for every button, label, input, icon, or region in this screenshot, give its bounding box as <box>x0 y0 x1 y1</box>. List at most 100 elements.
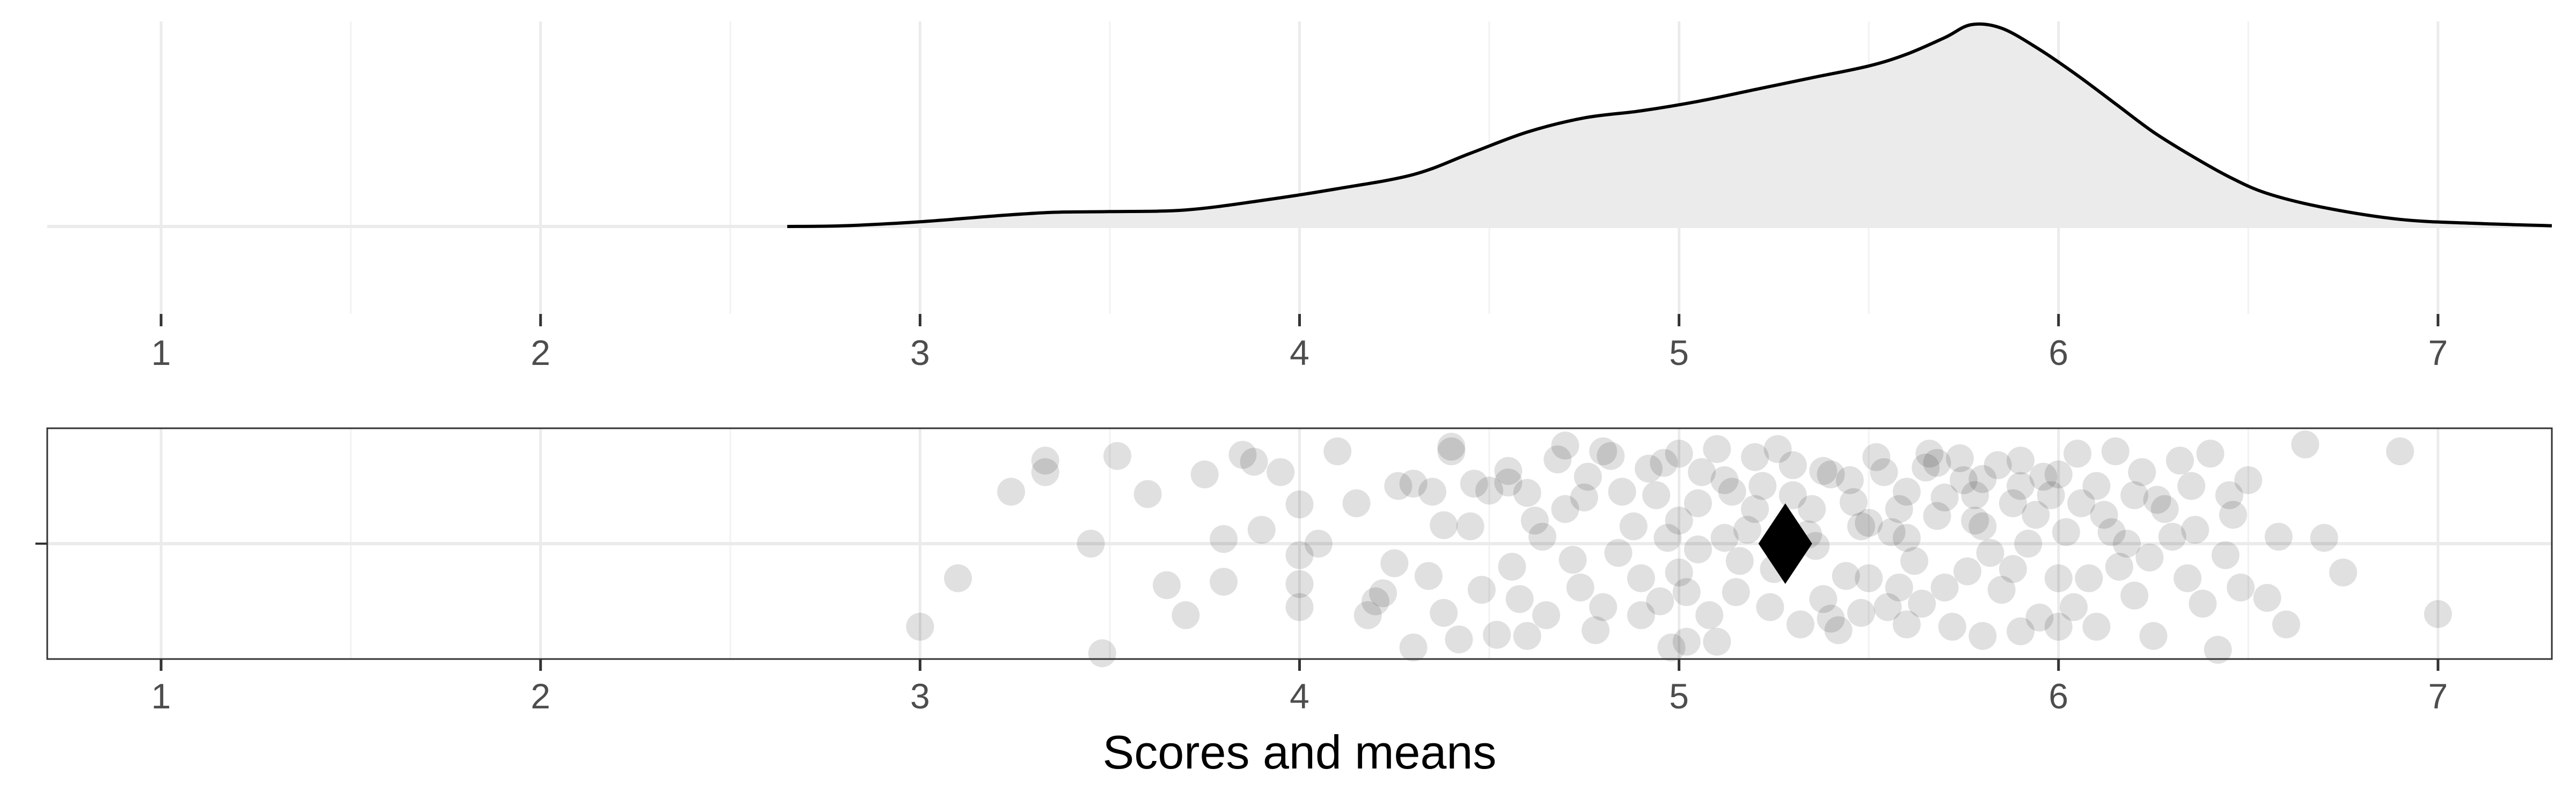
data-point <box>1908 589 1936 618</box>
density-area <box>787 24 2552 226</box>
data-point <box>1380 549 1409 577</box>
data-point <box>906 612 934 641</box>
data-point <box>1756 593 1784 621</box>
data-point <box>1505 585 1534 613</box>
data-point <box>1923 502 1951 530</box>
data-point <box>1710 466 1739 494</box>
data-point <box>2063 440 2092 468</box>
data-point <box>1228 441 1257 469</box>
data-point <box>1817 460 1845 488</box>
data-point <box>2181 516 2209 544</box>
data-point <box>1665 558 1693 587</box>
data-point <box>1551 431 1579 460</box>
data-point <box>1532 601 1561 630</box>
data-point <box>2025 603 2054 632</box>
data-point <box>1437 437 1466 465</box>
data-point <box>1695 601 1724 630</box>
data-point <box>1650 449 1678 477</box>
data-point <box>1999 489 2027 517</box>
data-point <box>1953 557 1982 586</box>
data-point <box>1665 507 1693 535</box>
data-point <box>1653 524 1682 552</box>
data-point <box>2227 573 2255 602</box>
data-point <box>1847 512 1876 540</box>
data-point <box>1031 458 1059 486</box>
data-point <box>2128 458 2156 486</box>
data-point <box>1892 610 1921 639</box>
data-point <box>1475 477 1504 505</box>
data-point <box>2097 518 2126 546</box>
data-point <box>2139 622 2168 650</box>
data-point <box>1589 593 1618 621</box>
data-point <box>2007 617 2035 646</box>
data-point <box>2143 486 2171 514</box>
data-point <box>1353 601 1382 630</box>
data-point <box>1077 530 1105 558</box>
data-point <box>2044 612 2073 641</box>
data-point <box>1688 458 1716 486</box>
data-point <box>2196 440 2224 468</box>
data-point <box>1399 633 1428 662</box>
data-point <box>2386 437 2414 465</box>
data-point <box>2177 472 2206 500</box>
data-point <box>1999 555 2027 583</box>
data-point <box>1551 495 1579 523</box>
data-point <box>1361 587 1389 616</box>
data-point <box>1597 442 1625 470</box>
data-point <box>1153 571 1181 599</box>
data-point <box>2090 501 2118 529</box>
data-point <box>1725 547 1754 575</box>
data-point <box>1779 481 1807 509</box>
data-point <box>1520 507 1549 535</box>
data-point <box>1430 599 1458 627</box>
data-point <box>1467 576 1496 604</box>
data-point <box>2253 584 2281 612</box>
data-point <box>1665 440 1693 468</box>
data-point <box>1798 495 1826 523</box>
data-point <box>1498 553 1526 581</box>
data-point <box>2424 600 2452 628</box>
data-point <box>2105 553 2133 581</box>
data-point <box>1968 512 1997 540</box>
data-point <box>2113 530 2141 558</box>
data-point <box>2029 463 2058 491</box>
data-point <box>1923 449 1951 477</box>
data-point <box>1870 458 1898 486</box>
data-point <box>1885 573 1913 602</box>
density-x-tick-label: 2 <box>531 333 551 372</box>
density-x-tick-label: 1 <box>151 333 171 372</box>
data-point <box>1635 455 1663 483</box>
data-point <box>1323 437 1352 465</box>
data-point <box>1657 633 1686 662</box>
data-point <box>1456 512 1484 540</box>
data-point <box>1968 465 1997 493</box>
data-point <box>2310 524 2338 552</box>
data-point <box>1892 524 1921 552</box>
points-x-axis: 1 2 3 4 5 6 7 <box>151 659 2448 716</box>
density-panel: 1 2 3 4 5 6 7 <box>47 21 2552 372</box>
data-point <box>1285 570 1314 598</box>
data-point <box>2101 437 2129 465</box>
data-point <box>1103 442 1132 470</box>
data-point <box>1786 610 1814 639</box>
data-point <box>1513 622 1541 650</box>
data-point <box>1190 460 1219 488</box>
data-point <box>1619 512 1648 540</box>
data-point <box>2264 523 2293 551</box>
points-panel: 1 2 3 4 5 6 7 Scores and means <box>35 427 2553 779</box>
points-gridlines <box>47 428 2552 659</box>
data-point <box>2272 610 2301 639</box>
data-point <box>1574 463 1602 491</box>
data-point <box>1817 604 1845 633</box>
data-point <box>1528 523 1557 551</box>
data-point <box>1718 478 1746 506</box>
data-point <box>1267 458 1295 486</box>
data-point <box>2007 472 2035 500</box>
data-point <box>1710 524 1739 552</box>
data-point <box>1961 507 1989 535</box>
data-point <box>1210 525 1238 553</box>
data-point <box>1885 495 1913 523</box>
points-x-tick-label: 2 <box>531 676 551 716</box>
density-curve <box>787 22 2552 228</box>
